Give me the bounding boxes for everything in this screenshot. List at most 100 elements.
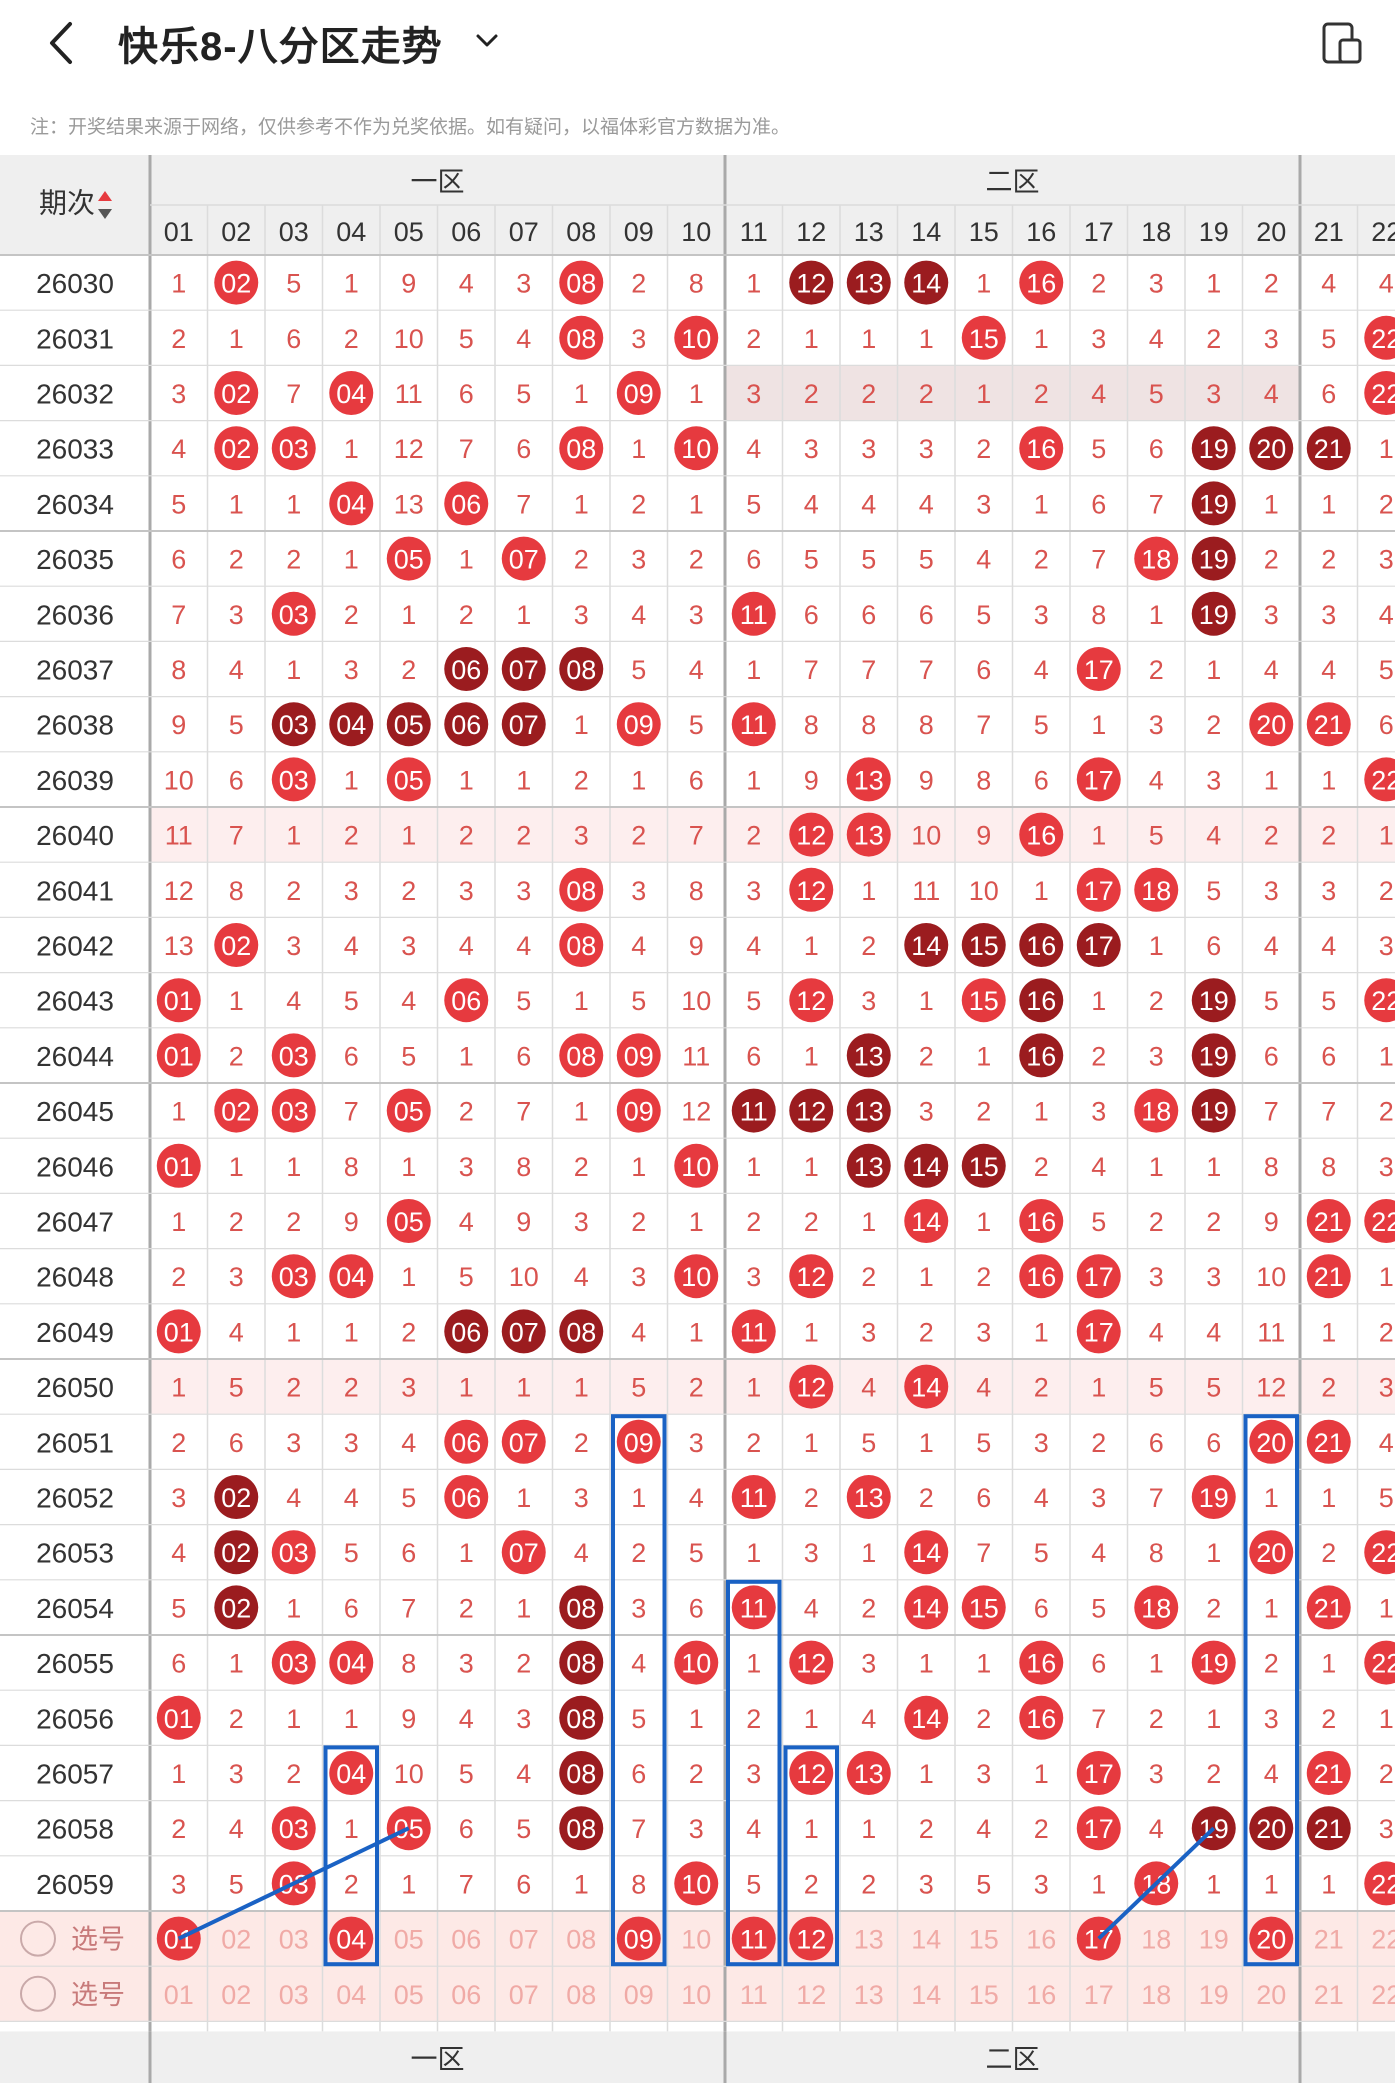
miss-count: 6 xyxy=(689,765,704,795)
miss-count: 2 xyxy=(401,1317,416,1347)
period-cell: 26030 xyxy=(36,268,114,299)
miss-count: 2 xyxy=(344,324,359,354)
miss-count: 6 xyxy=(1091,489,1106,519)
hit-ball xyxy=(846,1088,891,1133)
selectable-number[interactable]: 21 xyxy=(1314,1980,1344,2010)
hit-ball xyxy=(789,1364,834,1409)
miss-count: 5 xyxy=(1379,1483,1394,1513)
selectable-number[interactable]: 13 xyxy=(854,1925,884,1955)
selectable-number[interactable]: 05 xyxy=(394,1925,424,1955)
period-cell: 26039 xyxy=(36,765,114,796)
selected-number[interactable]: 09 xyxy=(624,1925,654,1955)
period-cell: 26047 xyxy=(36,1207,114,1238)
selectable-number[interactable]: 02 xyxy=(221,1925,251,1955)
selectable-number[interactable]: 11 xyxy=(740,1980,768,2010)
column-header: 20 xyxy=(1256,217,1286,247)
chevron-left-icon[interactable] xyxy=(38,18,88,68)
miss-count: 4 xyxy=(171,434,186,464)
selectable-number[interactable]: 03 xyxy=(279,1980,309,2010)
selectable-number[interactable]: 19 xyxy=(1199,1980,1229,2010)
selectable-number[interactable]: 21 xyxy=(1314,1925,1344,1955)
miss-count: 10 xyxy=(394,1759,424,1789)
hit-ball xyxy=(214,371,259,415)
selected-number[interactable]: 11 xyxy=(740,1925,768,1955)
selected-ball[interactable] xyxy=(789,1916,834,1961)
hit-ball xyxy=(1249,426,1294,471)
selectable-number[interactable]: 01 xyxy=(164,1980,194,2010)
selectable-number[interactable]: 07 xyxy=(509,1980,539,2010)
hit-ball xyxy=(329,702,374,747)
selectable-number[interactable]: 10 xyxy=(681,1925,711,1955)
hit-number: 08 xyxy=(566,1759,596,1789)
device-icon[interactable] xyxy=(1318,20,1366,68)
hit-ball xyxy=(904,1199,949,1243)
miss-count: 3 xyxy=(171,1869,186,1899)
miss-count: 3 xyxy=(804,434,819,464)
miss-count: 1 xyxy=(919,1759,934,1789)
miss-count: 9 xyxy=(401,269,416,299)
miss-count: 1 xyxy=(689,489,704,519)
selectable-number[interactable]: 18 xyxy=(1141,1980,1171,2010)
hit-ball xyxy=(271,757,316,802)
selected-number[interactable]: 12 xyxy=(796,1925,826,1955)
selectable-number[interactable]: 16 xyxy=(1026,1980,1056,2010)
selectable-number[interactable]: 04 xyxy=(336,1980,366,2010)
selected-ball[interactable] xyxy=(731,1916,776,1961)
selectable-number[interactable]: 02 xyxy=(221,1980,251,2010)
miss-count: 1 xyxy=(171,1097,186,1127)
selectable-number[interactable]: 08 xyxy=(566,1925,596,1955)
miss-count: 5 xyxy=(344,986,359,1016)
miss-count: 4 xyxy=(631,1317,646,1347)
selectable-number[interactable]: 15 xyxy=(969,1980,999,2010)
miss-count: 1 xyxy=(344,1317,359,1347)
selected-number[interactable]: 20 xyxy=(1256,1925,1286,1955)
hit-number: 14 xyxy=(911,1152,941,1182)
miss-count: 1 xyxy=(344,434,359,464)
selectable-number[interactable]: 16 xyxy=(1026,1925,1056,1955)
selectable-number[interactable]: 12 xyxy=(796,1980,826,2010)
select-radio[interactable] xyxy=(20,1920,56,1957)
hit-ball xyxy=(1019,426,1064,471)
miss-count: 6 xyxy=(1091,1649,1106,1679)
hit-ball xyxy=(961,1143,1006,1188)
hit-number: 16 xyxy=(1026,931,1056,961)
selected-number[interactable]: 04 xyxy=(336,1925,366,1955)
selectable-number[interactable]: 17 xyxy=(1084,1980,1114,2010)
miss-count: 2 xyxy=(1034,1152,1049,1182)
selectable-number[interactable]: 22 xyxy=(1371,1925,1395,1955)
selectable-number[interactable]: 08 xyxy=(566,1980,596,2010)
selectable-number[interactable]: 14 xyxy=(911,1980,941,2010)
selectable-number[interactable]: 18 xyxy=(1141,1925,1171,1955)
selected-number[interactable]: 01 xyxy=(164,1925,194,1955)
selectable-number[interactable]: 19 xyxy=(1199,1925,1229,1955)
selected-ball[interactable] xyxy=(329,1916,374,1961)
selectable-number[interactable]: 13 xyxy=(854,1980,884,2010)
miss-count: 4 xyxy=(1264,931,1279,961)
hit-ball xyxy=(271,1033,316,1078)
column-header: 21 xyxy=(1314,217,1344,247)
selectable-number[interactable]: 14 xyxy=(911,1925,941,1955)
sort-up-icon[interactable] xyxy=(98,191,112,201)
hit-ball xyxy=(386,757,431,802)
miss-count: 2 xyxy=(1264,269,1279,299)
selectable-number[interactable]: 03 xyxy=(279,1925,309,1955)
selectable-number[interactable]: 06 xyxy=(451,1980,481,2010)
selected-ball[interactable] xyxy=(1249,1916,1294,1961)
sort-down-icon[interactable] xyxy=(98,209,112,219)
period-header[interactable]: 期次 xyxy=(39,188,95,219)
selectable-number[interactable]: 10 xyxy=(681,1980,711,2010)
chevron-down-icon[interactable] xyxy=(470,24,504,58)
selected-ball[interactable] xyxy=(616,1916,661,1961)
miss-count: 4 xyxy=(229,655,244,685)
selectable-number[interactable]: 20 xyxy=(1256,1980,1286,2010)
selectable-number[interactable]: 22 xyxy=(1371,1980,1395,2010)
selectable-number[interactable]: 15 xyxy=(969,1925,999,1955)
selectable-number[interactable]: 05 xyxy=(394,1980,424,2010)
selectable-number[interactable]: 07 xyxy=(509,1925,539,1955)
select-radio[interactable] xyxy=(20,1975,56,2012)
selectable-number[interactable]: 06 xyxy=(451,1925,481,1955)
hit-ball xyxy=(961,923,1006,967)
selectable-number[interactable]: 09 xyxy=(624,1980,654,2010)
hit-number: 19 xyxy=(1199,1649,1229,1679)
miss-count: 1 xyxy=(459,765,474,795)
